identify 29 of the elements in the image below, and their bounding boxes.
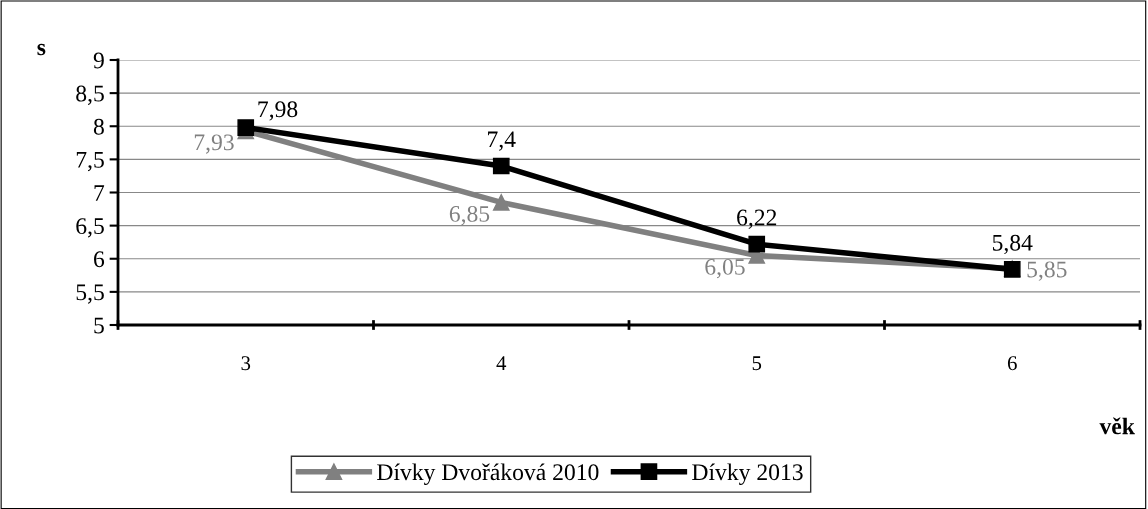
y-tick-label: 9 [93,52,104,69]
data-label: 7,93 [194,134,234,154]
x-tick-label: 3 [241,356,251,371]
data-label: 7,98 [258,101,298,121]
y-tick-label: 6 [94,251,105,268]
y-tick-label: 7,5 [76,152,104,172]
point [492,194,510,211]
y-tick-label: 5,5 [76,284,104,304]
data-label: 6,85 [449,205,490,226]
legend-label: Dívky Dvořáková 2010 [377,463,599,486]
x-tick-label: 4 [496,356,507,371]
y-tick-label: 5 [94,317,104,334]
data-label: 5,84 [992,234,1033,255]
x-axis-title: věk [1099,417,1135,435]
y-tick-label: 8 [93,118,104,135]
data-label: 5,85 [1027,261,1067,281]
point [492,157,510,175]
legend-label: Dívky 2013 [692,463,803,486]
data-label: 6,05 [705,258,745,279]
y-axis-title: s [37,43,46,56]
x-tick-label: 6 [1007,356,1017,371]
y-tick-label: 8,5 [76,85,104,105]
y-tick-label: 7 [94,185,105,201]
y-tick-label: 6,5 [76,218,104,238]
point [748,235,766,253]
x-tick-label: 5 [752,356,762,371]
point [237,119,255,136]
data-label: 7,4 [488,131,516,151]
data-label: 6,22 [737,209,777,229]
